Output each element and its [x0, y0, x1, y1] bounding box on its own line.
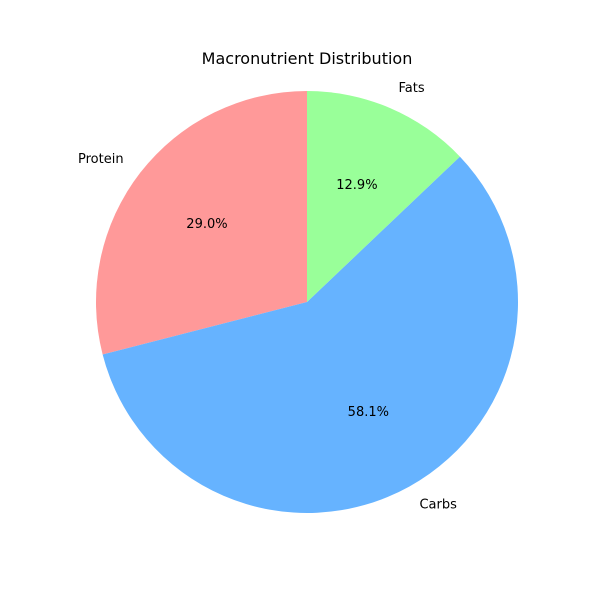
pie-slice-carbs [102, 156, 518, 513]
pie-slices [96, 91, 518, 513]
chart-title: Macronutrient Distribution [202, 49, 413, 68]
pie-labels: Protein 29.0% Carbs 58.1% Fats 12.9% [78, 81, 457, 512]
slice-label-carbs: Carbs [419, 498, 457, 513]
slice-percent-fats: 12.9% [336, 178, 377, 193]
slice-label-fats: Fats [399, 81, 425, 96]
slice-percent-carbs: 58.1% [348, 405, 389, 420]
pie-slice-protein [96, 91, 308, 355]
slice-label-protein: Protein [78, 152, 124, 167]
pie-slice-fats [307, 91, 460, 302]
slice-percent-protein: 29.0% [186, 217, 227, 232]
